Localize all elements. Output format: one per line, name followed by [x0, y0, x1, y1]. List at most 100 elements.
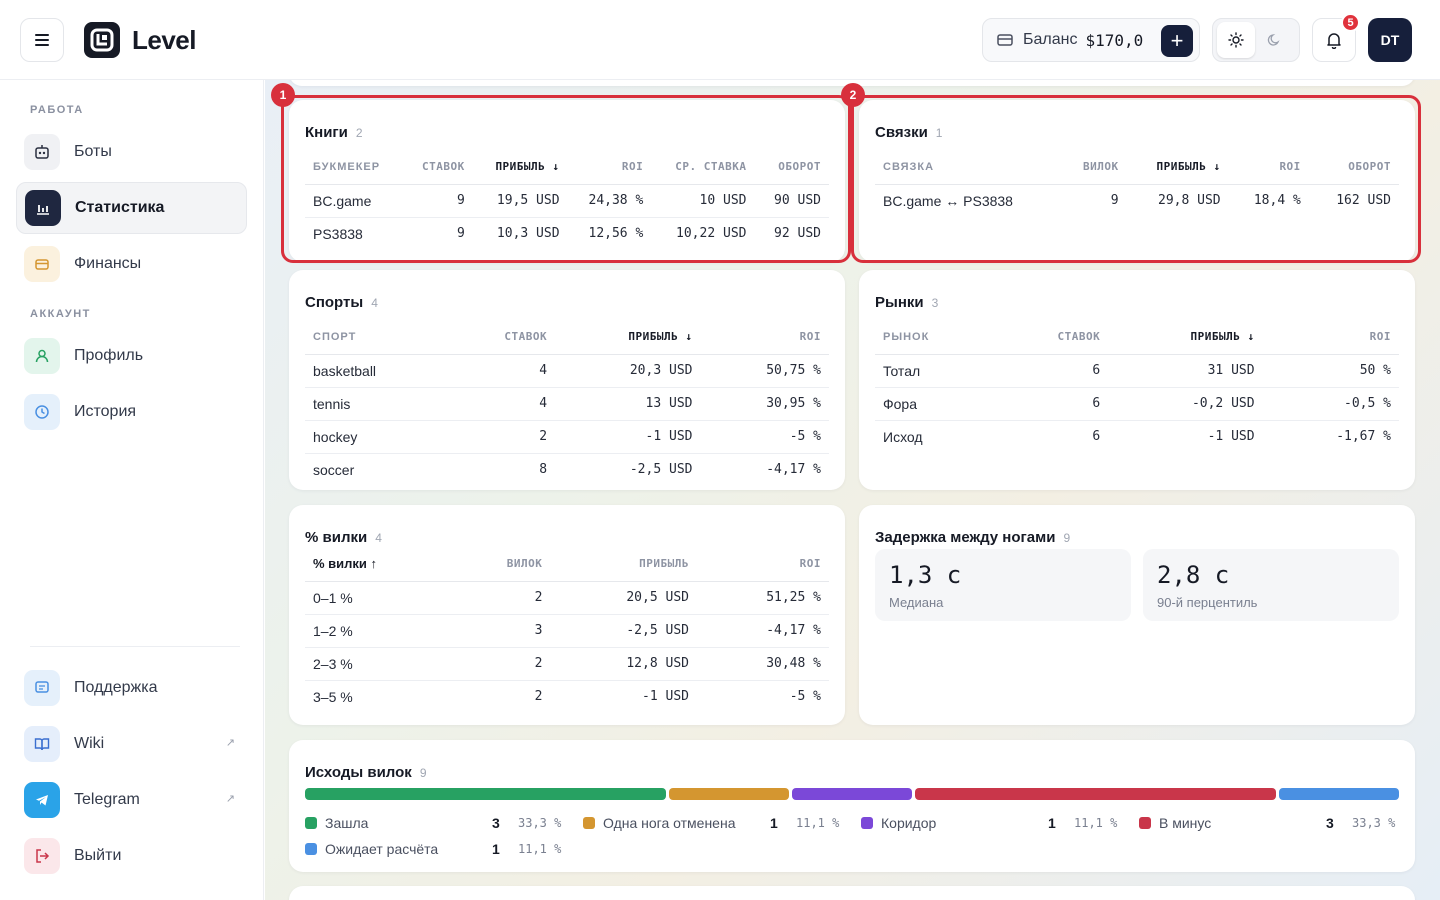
- light-theme-button[interactable]: [1217, 22, 1255, 58]
- table-row: 0–1 % 2 20,5 USD 51,25 %: [305, 581, 829, 615]
- col-fork-percent[interactable]: % вилки ↑: [305, 547, 455, 582]
- col-roi[interactable]: ROI: [1262, 320, 1399, 355]
- legend-count: 1: [770, 815, 778, 831]
- sports-count: 4: [371, 296, 378, 310]
- clock-icon: [35, 405, 49, 419]
- forks-table: % вилки ↑ ВИЛОК ПРИБЫЛЬ ROI 0–1 % 2 20,5 U…: [305, 547, 829, 713]
- col-avg-bet[interactable]: СР. СТАВКА: [651, 150, 755, 185]
- cell: -4,17 %: [766, 462, 821, 478]
- cell: PS3838: [313, 225, 363, 242]
- sidebar-item-label: Поддержка: [74, 679, 158, 696]
- col-bets[interactable]: СТАВОК: [448, 320, 556, 355]
- col-turnover[interactable]: ОБОРОТ: [1308, 150, 1399, 185]
- external-link-icon: ↗: [225, 793, 235, 805]
- sports-title: Спорты: [305, 294, 364, 311]
- chat-icon: [35, 681, 49, 693]
- balance-widget[interactable]: Баланс $170,0 +: [982, 18, 1200, 62]
- sidebar-item-statistics[interactable]: Статистика: [16, 182, 247, 234]
- outcomes-count: 9: [419, 766, 427, 780]
- table-row: soccer 8 -2,5 USD -4,17 %: [305, 453, 829, 486]
- bell-icon: [1327, 33, 1341, 49]
- col-roi[interactable]: ROI: [567, 150, 652, 185]
- sidebar-item-logout[interactable]: Выйти: [16, 830, 247, 882]
- sidebar-item-label: Статистика: [75, 199, 165, 216]
- col-sport[interactable]: СПОРТ: [305, 320, 449, 355]
- col-market[interactable]: РЫНОК: [875, 320, 996, 355]
- logo-text: Level: [132, 24, 197, 55]
- sidebar-item-profile[interactable]: Профиль: [16, 330, 247, 382]
- table-row: 2–3 % 2 12,8 USD 30,48 %: [305, 647, 829, 681]
- cell: 6: [1092, 429, 1101, 445]
- cell: -4,17 %: [696, 614, 829, 648]
- cell: Тотал: [875, 354, 996, 388]
- sidebar-item-support[interactable]: Поддержка: [16, 662, 247, 714]
- dark-theme-button[interactable]: [1255, 22, 1293, 58]
- robot-icon: [35, 145, 49, 159]
- col-bets[interactable]: СТАВОК: [403, 150, 473, 185]
- legend-count: 1: [492, 841, 500, 857]
- top-up-button[interactable]: +: [1161, 25, 1193, 57]
- links-title: Связки: [875, 124, 928, 141]
- sidebar-item-label: Боты: [74, 143, 112, 160]
- sidebar-item-wiki[interactable]: Wiki ↗: [16, 718, 247, 770]
- col-bookmaker[interactable]: БУКМЕКЕР: [305, 150, 404, 185]
- legend-percent: 33,3 %: [1352, 816, 1396, 830]
- table-row: Тотал 6 31 USD 50 %: [875, 354, 1399, 388]
- cell: -0,5 %: [1262, 387, 1399, 421]
- table-row: Фора 6 -0,2 USD -0,5 %: [875, 387, 1399, 421]
- col-forks[interactable]: ВИЛОК: [1060, 150, 1127, 185]
- col-forks[interactable]: ВИЛОК: [454, 547, 551, 582]
- col-profit[interactable]: ПРИБЫЛЬ ↓: [1108, 320, 1263, 355]
- cell: 12,8 USD: [550, 647, 697, 681]
- cell: 2: [454, 647, 551, 681]
- col-roi[interactable]: ROI: [1228, 150, 1309, 185]
- legend-label: Одна нога отменена: [603, 815, 736, 831]
- cell: Исход: [883, 428, 923, 445]
- outcome-bar-won: [305, 788, 666, 800]
- col-link[interactable]: СВЯЗКА: [875, 150, 1061, 185]
- menu-button[interactable]: [20, 18, 64, 62]
- cell: 10,22 USD: [676, 226, 747, 242]
- avatar[interactable]: DT: [1368, 18, 1412, 62]
- col-roi[interactable]: ROI: [696, 547, 829, 582]
- p90-value: 2,8 с: [1157, 561, 1230, 589]
- legend-item-pending: Ожидает расчёта: [305, 841, 438, 857]
- table-row: hockey 2 -1 USD -5 %: [305, 420, 829, 454]
- cell: 10,3 USD: [496, 226, 560, 242]
- cell: -5 %: [789, 689, 821, 705]
- outcome-bar-pending: [1279, 788, 1399, 800]
- highlight-frame-links: [851, 95, 1421, 263]
- col-turnover[interactable]: ОБОРОТ: [754, 150, 829, 185]
- cell: 29,8 USD: [1158, 193, 1221, 209]
- forks-count: 4: [375, 531, 382, 545]
- links-table: СВЯЗКА ВИЛОК ПРИБЫЛЬ ↓ ROI ОБОРОТ BC.gam…: [875, 150, 1399, 217]
- books-table: БУКМЕКЕР СТАВОК ПРИБЫЛЬ ↓ ROI СР. СТАВКА…: [305, 150, 829, 250]
- cell: hockey: [305, 420, 449, 454]
- cell: basketball: [305, 354, 449, 388]
- legend-item-leg-cancelled: Одна нога отменена: [583, 815, 736, 831]
- cell: Фора: [875, 387, 996, 421]
- col-profit[interactable]: ПРИБЫЛЬ ↓: [555, 320, 701, 355]
- cell: 2: [534, 689, 543, 705]
- sidebar-item-history[interactable]: История: [16, 386, 247, 438]
- cell: 3: [454, 614, 551, 648]
- col-bets[interactable]: СТАВОК: [995, 320, 1109, 355]
- sun-icon: [1228, 32, 1244, 48]
- p90-label: 90-й перцентиль: [1157, 595, 1258, 610]
- sidebar: РАБОТА Боты Статистика Финансы АККАУНТ П…: [0, 80, 264, 900]
- cell: 10 USD: [651, 184, 755, 218]
- app-logo[interactable]: Level: [84, 22, 197, 58]
- col-profit[interactable]: ПРИБЫЛЬ ↓: [1126, 150, 1229, 185]
- col-roi[interactable]: ROI: [700, 320, 829, 355]
- sidebar-item-telegram[interactable]: Telegram ↗: [16, 774, 247, 826]
- col-profit[interactable]: ПРИБЫЛЬ ↓: [472, 150, 568, 185]
- card-partial-bottom: [289, 886, 1415, 900]
- cell: 19,5 USD: [472, 184, 568, 218]
- markets-count: 3: [931, 296, 939, 310]
- sidebar-item-bots[interactable]: Боты: [16, 126, 247, 178]
- notifications-badge: 5: [1341, 13, 1360, 32]
- col-profit[interactable]: ПРИБЫЛЬ: [550, 547, 697, 582]
- sidebar-item-finance[interactable]: Финансы: [16, 238, 247, 290]
- median-value: 1,3 с: [889, 561, 962, 589]
- external-link-icon: ↗: [225, 737, 235, 749]
